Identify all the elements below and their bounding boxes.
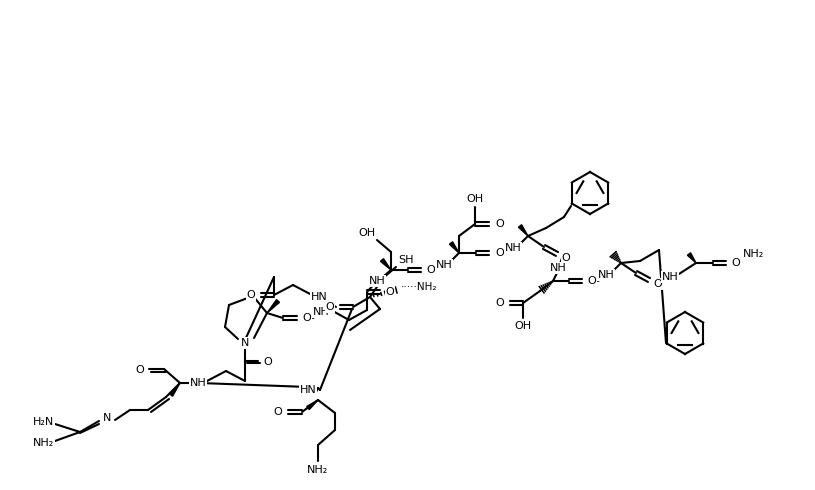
Text: O: O xyxy=(588,276,597,286)
Polygon shape xyxy=(687,253,696,263)
Text: ·····NH₂: ·····NH₂ xyxy=(401,282,438,292)
Text: O: O xyxy=(496,298,504,308)
Text: SH: SH xyxy=(399,255,414,265)
Text: NH: NH xyxy=(313,307,329,317)
Text: NH: NH xyxy=(436,260,452,270)
Text: OH: OH xyxy=(359,228,376,238)
Text: O: O xyxy=(247,290,255,300)
Polygon shape xyxy=(170,383,180,396)
Text: OH: OH xyxy=(514,321,531,331)
Polygon shape xyxy=(306,400,318,410)
Text: N: N xyxy=(103,413,111,423)
Text: O: O xyxy=(496,248,504,258)
Text: OH: OH xyxy=(466,194,483,204)
Text: H₂N: H₂N xyxy=(33,417,55,427)
Text: O: O xyxy=(326,302,334,312)
Text: O: O xyxy=(732,258,740,268)
Text: O: O xyxy=(385,287,394,297)
Text: O: O xyxy=(654,279,663,289)
Text: N: N xyxy=(240,338,249,348)
Text: NH₂: NH₂ xyxy=(743,249,764,259)
Polygon shape xyxy=(518,225,528,236)
Polygon shape xyxy=(449,242,459,253)
Text: O: O xyxy=(496,219,504,229)
Text: NH: NH xyxy=(662,272,678,282)
Text: NH: NH xyxy=(549,263,566,273)
Polygon shape xyxy=(381,259,391,270)
Polygon shape xyxy=(267,300,280,313)
Text: NH: NH xyxy=(190,378,206,388)
Text: O: O xyxy=(562,253,570,263)
Text: O: O xyxy=(426,265,435,275)
Text: O: O xyxy=(274,407,282,417)
Text: O: O xyxy=(302,313,311,323)
Text: NH₂: NH₂ xyxy=(307,465,328,475)
Text: NH: NH xyxy=(504,243,522,253)
Text: NH: NH xyxy=(368,276,385,286)
Text: O: O xyxy=(263,357,272,367)
Text: NH: NH xyxy=(597,270,615,280)
Text: HN: HN xyxy=(311,292,328,302)
Text: O: O xyxy=(135,365,144,375)
Text: NH₂: NH₂ xyxy=(33,438,55,448)
Text: HN: HN xyxy=(300,385,316,395)
